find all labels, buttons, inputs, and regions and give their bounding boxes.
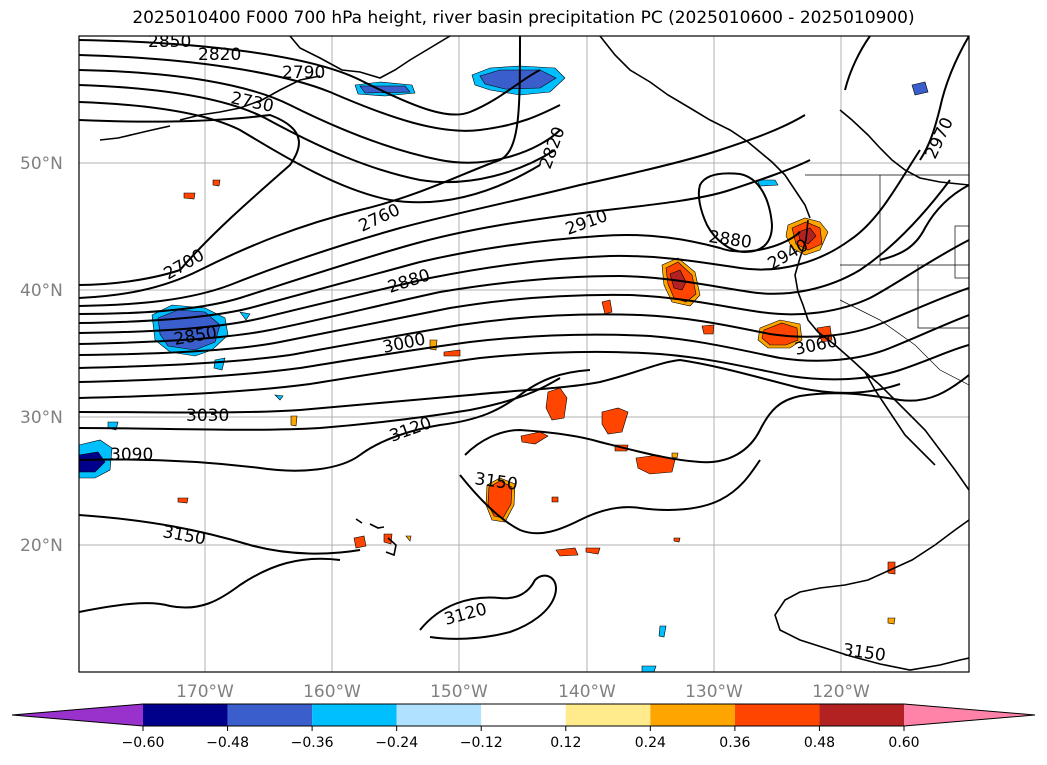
contour-label: 2790: [282, 63, 325, 83]
colorbar-segment: [565, 704, 651, 726]
colorbar-segment: [227, 704, 313, 726]
colorbar-extend-min: [12, 704, 143, 726]
borders: [805, 174, 969, 386]
contour-label: 3090: [110, 445, 153, 465]
colorbar-segment: [650, 704, 735, 726]
lon-label: 120°W: [812, 682, 870, 702]
precip-shading: [79, 65, 929, 672]
colorbar-tick-label: −0.36: [291, 735, 334, 751]
lon-label: 130°W: [685, 682, 743, 702]
contour-label: 2850: [148, 32, 191, 52]
latitude-labels: 50°N 40°N 30°N 20°N: [20, 154, 63, 556]
colorbar: −0.60 −0.48 −0.36 −0.24 −0.12 0.12 0.24 0.36 0.4…: [11, 703, 1036, 751]
colorbar-segment: [819, 704, 904, 726]
colorbar-extend-max: [904, 704, 1035, 726]
lat-label: 50°N: [20, 154, 63, 174]
colorbar-tick-label: −0.12: [460, 735, 503, 751]
colorbar-segment: [312, 704, 397, 726]
contour-label: 3030: [186, 406, 229, 426]
longitude-labels: 170°W 160°W 150°W 140°W 130°W 120°W: [176, 682, 870, 702]
colorbar-segment: [734, 704, 820, 726]
coastlines: [99, 36, 969, 671]
lat-label: 20°N: [20, 536, 63, 556]
graticule: [79, 36, 969, 672]
lon-label: 150°W: [430, 682, 488, 702]
lon-label: 160°W: [303, 682, 361, 702]
colorbar-tick-label: −0.60: [122, 735, 165, 751]
map-title: 2025010400 F000 700 hPa height, river ba…: [132, 8, 915, 28]
lat-label: 30°N: [20, 408, 63, 428]
colorbar-segment: [143, 704, 228, 726]
colorbar-tick-label: 0.60: [888, 735, 919, 751]
colorbar-segment: [481, 704, 566, 726]
colorbar-tick-label: −0.24: [375, 735, 418, 751]
map-frame: [78, 35, 970, 673]
colorbar-tick-label: 0.36: [719, 735, 750, 751]
lon-label: 170°W: [176, 682, 234, 702]
colorbar-tick-label: 0.12: [550, 735, 581, 751]
colorbar-segment: [396, 704, 482, 726]
lat-label: 40°N: [20, 281, 63, 301]
colorbar-tick-label: −0.48: [206, 735, 249, 751]
colorbar-tick-label: 0.24: [635, 735, 666, 751]
colorbar-tick-label: 0.48: [804, 735, 835, 751]
height-contours: [79, 36, 969, 640]
contour-label: 2820: [198, 45, 241, 65]
lon-label: 140°W: [558, 682, 616, 702]
